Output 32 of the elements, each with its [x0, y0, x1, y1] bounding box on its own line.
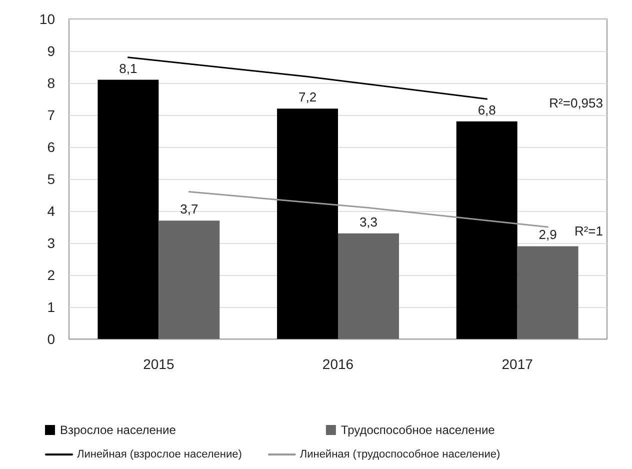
- annotation: R²=1: [574, 224, 603, 238]
- y-tick-label: 4: [47, 203, 56, 219]
- data-label: 3,3: [359, 214, 378, 230]
- data-label: 2,9: [538, 227, 557, 242]
- data-label: 8,1: [119, 60, 138, 76]
- y-tick-label: 5: [47, 171, 56, 187]
- y-tick-label: 2: [47, 267, 56, 283]
- annotation: R²=0,953: [549, 96, 603, 110]
- y-tick-label: 8: [47, 75, 56, 91]
- x-tick-label: 2016: [322, 356, 354, 372]
- y-tick-label: 0: [47, 331, 56, 347]
- data-label: 3,7: [180, 202, 198, 217]
- legend-label: Трудоспособное население: [340, 423, 496, 437]
- bar: [158, 220, 220, 339]
- bar: [338, 233, 399, 339]
- y-tick-label: 9: [47, 43, 56, 59]
- bar: [517, 246, 578, 339]
- x-tick-label: 2015: [143, 356, 174, 372]
- legend-label: Линейная (трудоспособное население): [300, 448, 500, 460]
- data-label: 7,2: [298, 90, 317, 105]
- y-tick-label: 1: [47, 299, 56, 315]
- bar: [277, 108, 338, 339]
- y-tick-label: 10: [39, 11, 56, 27]
- bar: [456, 121, 518, 339]
- y-tick-label: 6: [47, 139, 56, 155]
- y-tick-label: 3: [47, 235, 56, 251]
- bar: [98, 80, 159, 339]
- x-tick-label: 2017: [502, 356, 534, 372]
- legend-label: Взрослое население: [60, 423, 176, 437]
- y-tick-label: 7: [47, 107, 56, 123]
- data-label: 6,8: [478, 102, 496, 118]
- legend-label: Линейная (взрослое население): [77, 448, 242, 460]
